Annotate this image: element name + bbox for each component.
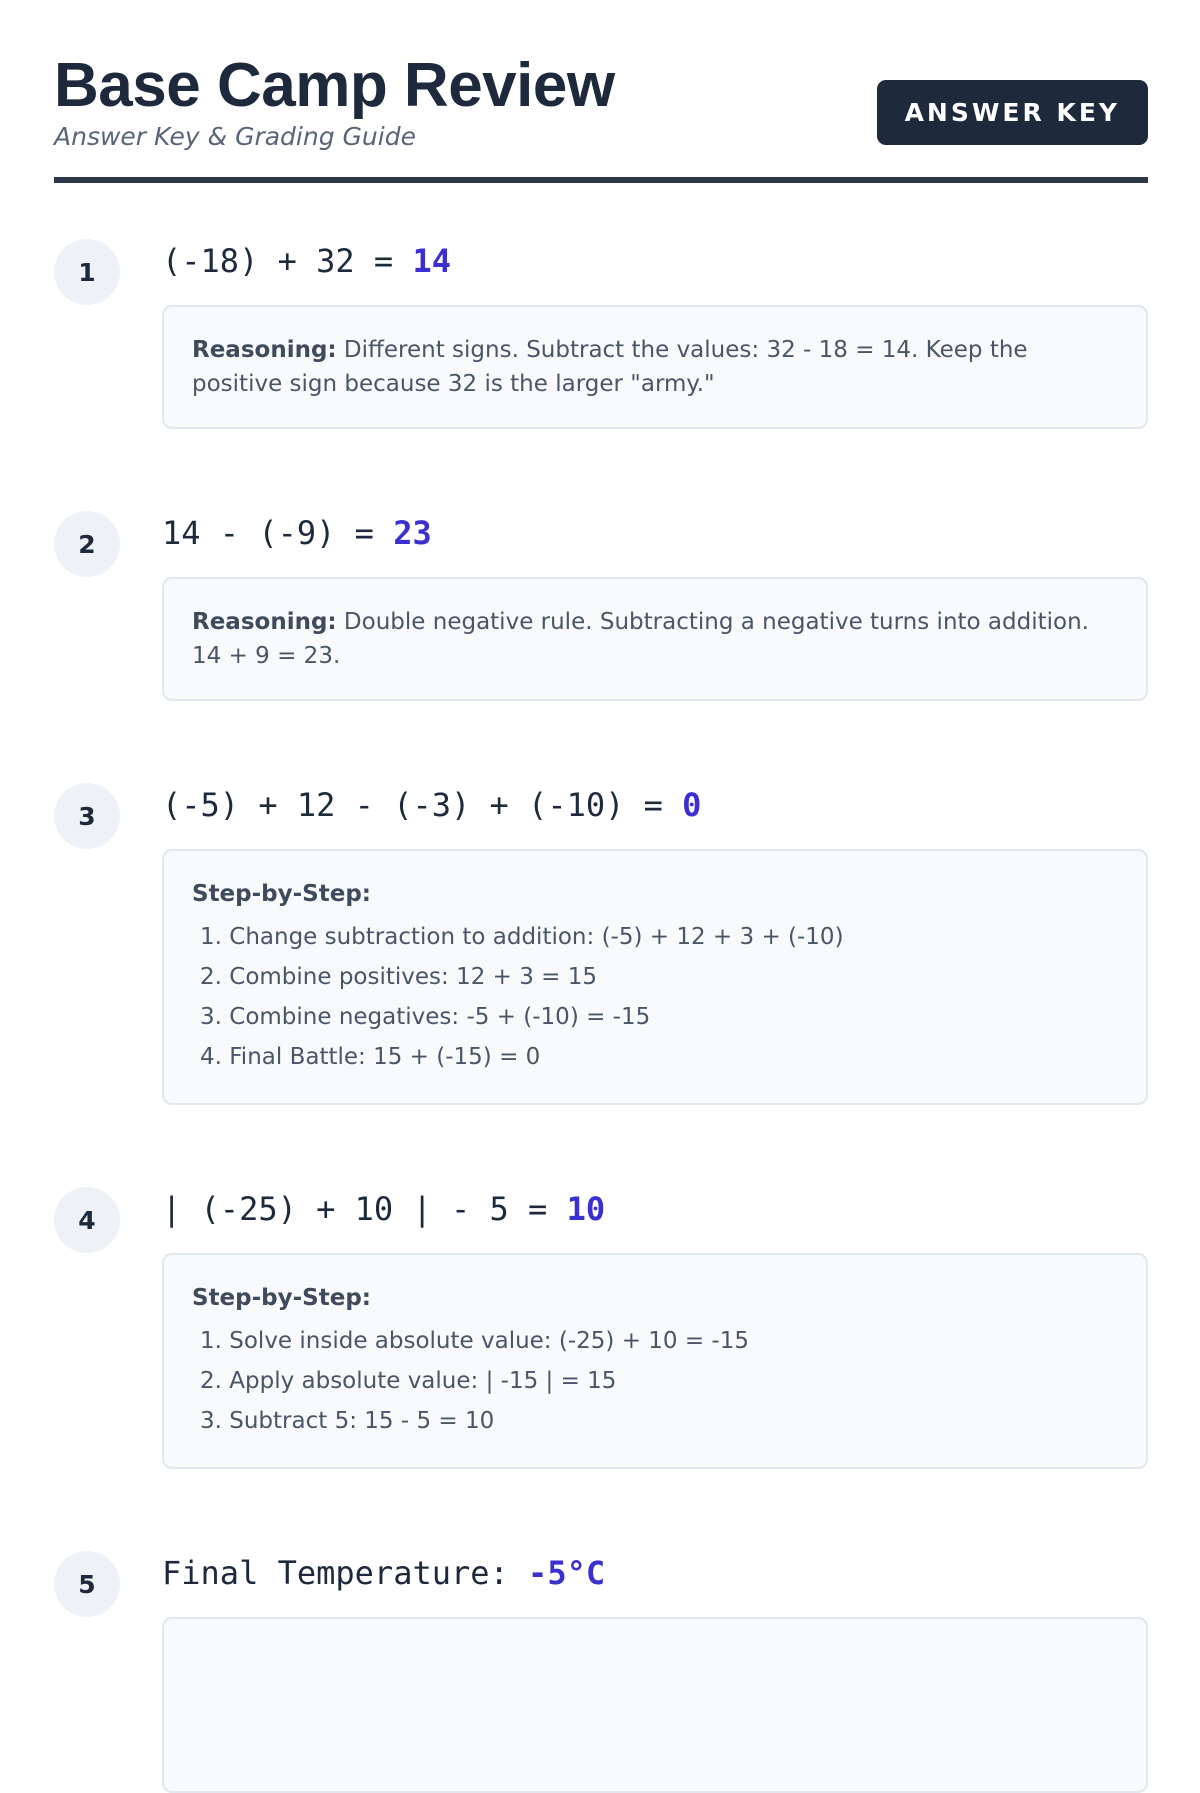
step: 2. Apply absolute value: | -15 | = 15 [200, 1368, 617, 1394]
problem-4: 4 | (-25) + 10 | - 5 = 10 Step-by-Step: … [54, 1187, 1148, 1469]
problem-1: 1 (-18) + 32 = 14 Reasoning: Different s… [54, 239, 1148, 429]
steps-label: Step-by-Step: [192, 1285, 371, 1311]
step: 4. Final Battle: 15 + (-15) = 0 [200, 1044, 541, 1070]
answer: 23 [393, 514, 432, 552]
steps-list: 1. Solve inside absolute value: (-25) + … [192, 1321, 1118, 1441]
step: 2. Combine positives: 12 + 3 = 15 [200, 964, 598, 990]
equation: (-18) + 32 = 14 [162, 239, 1148, 283]
steps-list: 1. Change subtraction to addition: (-5) … [192, 917, 1118, 1077]
problem-number: 2 [54, 511, 120, 577]
problem-5: 5 Final Temperature: -5°C [54, 1551, 1148, 1793]
reasoning-box: Reasoning: Double negative rule. Subtrac… [162, 577, 1148, 701]
problem-number: 5 [54, 1551, 120, 1617]
answer: -5°C [528, 1554, 606, 1592]
problem-number: 4 [54, 1187, 120, 1253]
answer-key-badge: ANSWER KEY [876, 80, 1148, 145]
steps-box: Step-by-Step: 1. Solve inside absolute v… [162, 1253, 1148, 1469]
equation-text: Final Temperature: [162, 1554, 529, 1592]
equation: | (-25) + 10 | - 5 = 10 [162, 1187, 1148, 1231]
page-subtitle: Answer Key & Grading Guide [54, 122, 416, 151]
equation-text: 14 - (-9) = [162, 514, 394, 552]
problem-2: 2 14 - (-9) = 23 Reasoning: Double negat… [54, 511, 1148, 701]
answer: 10 [566, 1190, 606, 1228]
reasoning-box [162, 1617, 1148, 1793]
step: 1. Solve inside absolute value: (-25) + … [200, 1328, 750, 1354]
header: Base Camp Review Answer Key & Grading Gu… [54, 52, 1148, 183]
step: 1. Change subtraction to addition: (-5) … [200, 924, 844, 950]
problem-number: 1 [54, 239, 120, 305]
equation: 14 - (-9) = 23 [162, 511, 1148, 555]
equation: (-5) + 12 - (-3) + (-10) = 0 [162, 783, 1148, 827]
answer: 14 [412, 242, 451, 280]
step: 3. Subtract 5: 15 - 5 = 10 [200, 1408, 495, 1434]
steps-label: Step-by-Step: [192, 881, 371, 907]
equation-text: | (-25) + 10 | - 5 = [162, 1190, 567, 1228]
reasoning-text: Different signs. Subtract the values: 32… [192, 337, 1028, 397]
equation: Final Temperature: -5°C [162, 1551, 1148, 1595]
problem-number: 3 [54, 783, 120, 849]
equation-text: (-5) + 12 - (-3) + (-10) = [162, 786, 683, 824]
reasoning-box: Reasoning: Different signs. Subtract the… [162, 305, 1148, 429]
answer: 0 [682, 786, 702, 824]
page-title: Base Camp Review [54, 51, 615, 120]
step: 3. Combine negatives: -5 + (-10) = -15 [200, 1004, 651, 1030]
equation-text: (-18) + 32 = [162, 242, 413, 280]
problem-3: 3 (-5) + 12 - (-3) + (-10) = 0 Step-by-S… [54, 783, 1148, 1105]
steps-box: Step-by-Step: 1. Change subtraction to a… [162, 849, 1148, 1105]
reasoning-text: Double negative rule. Subtracting a nega… [192, 609, 1089, 669]
reasoning-label: Reasoning: [192, 337, 337, 363]
reasoning-label: Reasoning: [192, 609, 337, 635]
